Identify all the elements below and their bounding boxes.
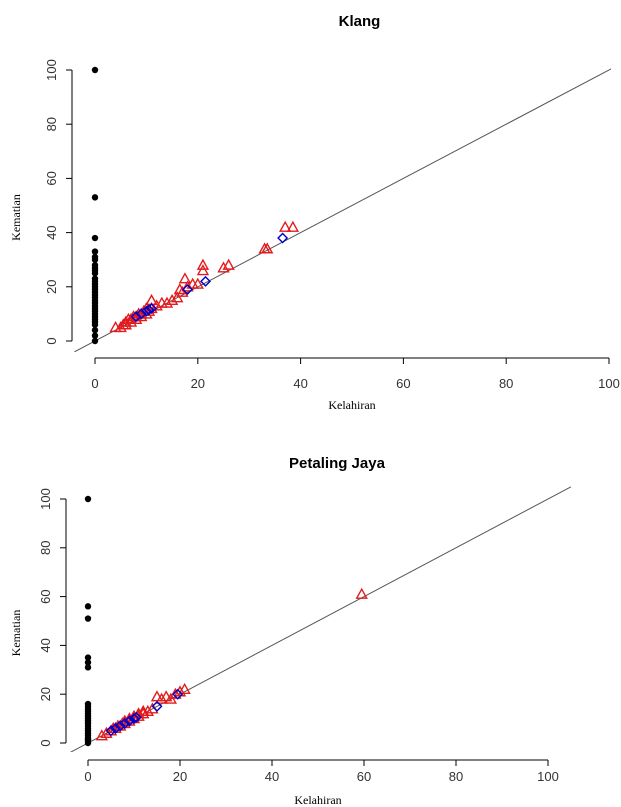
data-point-triangle bbox=[124, 315, 138, 327]
data-point-dot bbox=[84, 664, 92, 671]
data-point-triangle bbox=[165, 293, 179, 306]
data-point-triangle bbox=[196, 258, 210, 270]
data-point-triangle bbox=[278, 220, 292, 232]
x-tick-label: 40 bbox=[293, 376, 307, 391]
data-point-dot bbox=[91, 234, 99, 242]
data-point-diamond bbox=[130, 311, 142, 323]
data-point-triangle bbox=[181, 280, 194, 292]
y-tick-label: 100 bbox=[38, 488, 53, 510]
x-tick-label: 100 bbox=[598, 376, 620, 391]
data-point-dot bbox=[84, 603, 92, 610]
data-point-dot bbox=[91, 194, 99, 201]
data-point-diamond bbox=[146, 302, 158, 314]
x-axis-label: Kelahiran bbox=[294, 793, 341, 807]
y-axis-label: Kematian bbox=[9, 610, 23, 657]
y-tick-label: 100 bbox=[44, 59, 59, 81]
y-axis-label: Kematian bbox=[9, 194, 23, 241]
y-tick-label: 60 bbox=[38, 589, 53, 603]
data-point-triangle bbox=[160, 690, 173, 702]
chart-title: Klang bbox=[339, 13, 381, 30]
data-point-dot bbox=[91, 66, 99, 74]
data-point-diamond bbox=[130, 711, 142, 723]
data-point-triangle bbox=[191, 277, 204, 289]
data-point-dot bbox=[84, 615, 92, 622]
data-point-diamond bbox=[114, 720, 126, 732]
chart-panel-petaling-jaya: Petaling Jaya 0 20 40 60 80 100 Kelahiran 0 20 40 6… bbox=[9, 455, 572, 807]
data-point-triangle bbox=[137, 707, 150, 719]
x-tick-label: 0 bbox=[84, 769, 91, 784]
y-tick-label: 40 bbox=[44, 225, 59, 239]
data-point-diamond bbox=[119, 717, 131, 729]
data-point-triangle bbox=[196, 264, 210, 276]
x-tick-label: 20 bbox=[191, 376, 205, 391]
chart-panel-klang: Klang 0 20 40 60 80 100 Kelahiran 0 20 40 60 80 100 Ke… bbox=[9, 13, 620, 412]
x-tick-label: 60 bbox=[396, 376, 410, 391]
data-point-diamond bbox=[128, 713, 140, 725]
data-point-triangle bbox=[173, 283, 186, 295]
data-point-diamond bbox=[110, 722, 122, 734]
data-point-dot bbox=[91, 248, 99, 255]
data-point-dot bbox=[84, 659, 92, 666]
data-point-triangle bbox=[95, 729, 108, 741]
y-tick-label: 80 bbox=[38, 541, 53, 555]
data-point-triangle bbox=[171, 291, 184, 303]
data-point-diamond bbox=[200, 275, 211, 287]
data-point-triangle bbox=[150, 299, 163, 311]
data-point-diamond bbox=[172, 688, 184, 700]
data-point-triangle bbox=[114, 321, 127, 333]
data-point-triangle bbox=[141, 704, 154, 716]
series-diamond bbox=[130, 232, 289, 323]
data-point-triangle bbox=[217, 261, 230, 273]
x-tick-label: 40 bbox=[265, 769, 279, 784]
data-point-diamond bbox=[105, 725, 117, 737]
data-point-diamond bbox=[140, 305, 152, 317]
data-point-dot bbox=[91, 332, 99, 339]
y-tick-label: 20 bbox=[44, 280, 59, 294]
x-tick-label: 0 bbox=[91, 376, 98, 391]
series-dot bbox=[84, 495, 92, 747]
data-point-triangle bbox=[160, 296, 174, 308]
data-point-dot bbox=[91, 326, 99, 334]
x-axis-label: Kelahiran bbox=[328, 398, 375, 412]
data-point-triangle bbox=[178, 682, 191, 695]
data-point-dot bbox=[91, 337, 99, 345]
y-tick-label: 20 bbox=[38, 687, 53, 701]
data-point-diamond bbox=[135, 308, 147, 320]
data-point-diamond bbox=[123, 715, 135, 727]
data-point-diamond bbox=[277, 232, 289, 244]
reference-line bbox=[69, 486, 572, 752]
x-tick-label: 80 bbox=[499, 376, 513, 391]
data-point-dot bbox=[91, 270, 99, 277]
y-tick-label: 40 bbox=[38, 638, 53, 652]
data-point-triangle bbox=[155, 692, 168, 704]
y-tick-label: 0 bbox=[38, 739, 53, 746]
data-point-dot bbox=[84, 495, 92, 503]
x-tick-label: 60 bbox=[357, 769, 371, 784]
x-tick-label: 80 bbox=[449, 769, 463, 784]
chart-title: Petaling Jaya bbox=[289, 455, 386, 472]
data-point-dot bbox=[91, 321, 99, 328]
x-tick-label: 100 bbox=[537, 769, 559, 784]
data-point-diamond bbox=[182, 284, 194, 295]
series-diamond bbox=[105, 688, 184, 737]
data-point-triangle bbox=[119, 318, 133, 330]
data-point-diamond bbox=[151, 700, 163, 712]
data-point-triangle bbox=[178, 272, 192, 284]
data-point-dot bbox=[84, 654, 92, 661]
series-dot bbox=[91, 66, 99, 345]
data-point-triangle bbox=[150, 690, 164, 702]
x-tick-label: 20 bbox=[173, 769, 187, 784]
data-point-dot bbox=[84, 739, 92, 747]
y-tick-label: 60 bbox=[44, 171, 59, 185]
y-tick-label: 0 bbox=[44, 337, 59, 344]
data-point-triangle bbox=[286, 220, 300, 232]
data-point-triangle bbox=[222, 258, 235, 270]
data-point-dot bbox=[91, 256, 99, 263]
y-tick-label: 80 bbox=[44, 117, 59, 131]
data-point-triangle bbox=[261, 242, 274, 254]
data-point-triangle bbox=[355, 587, 368, 599]
data-point-diamond bbox=[143, 304, 155, 316]
